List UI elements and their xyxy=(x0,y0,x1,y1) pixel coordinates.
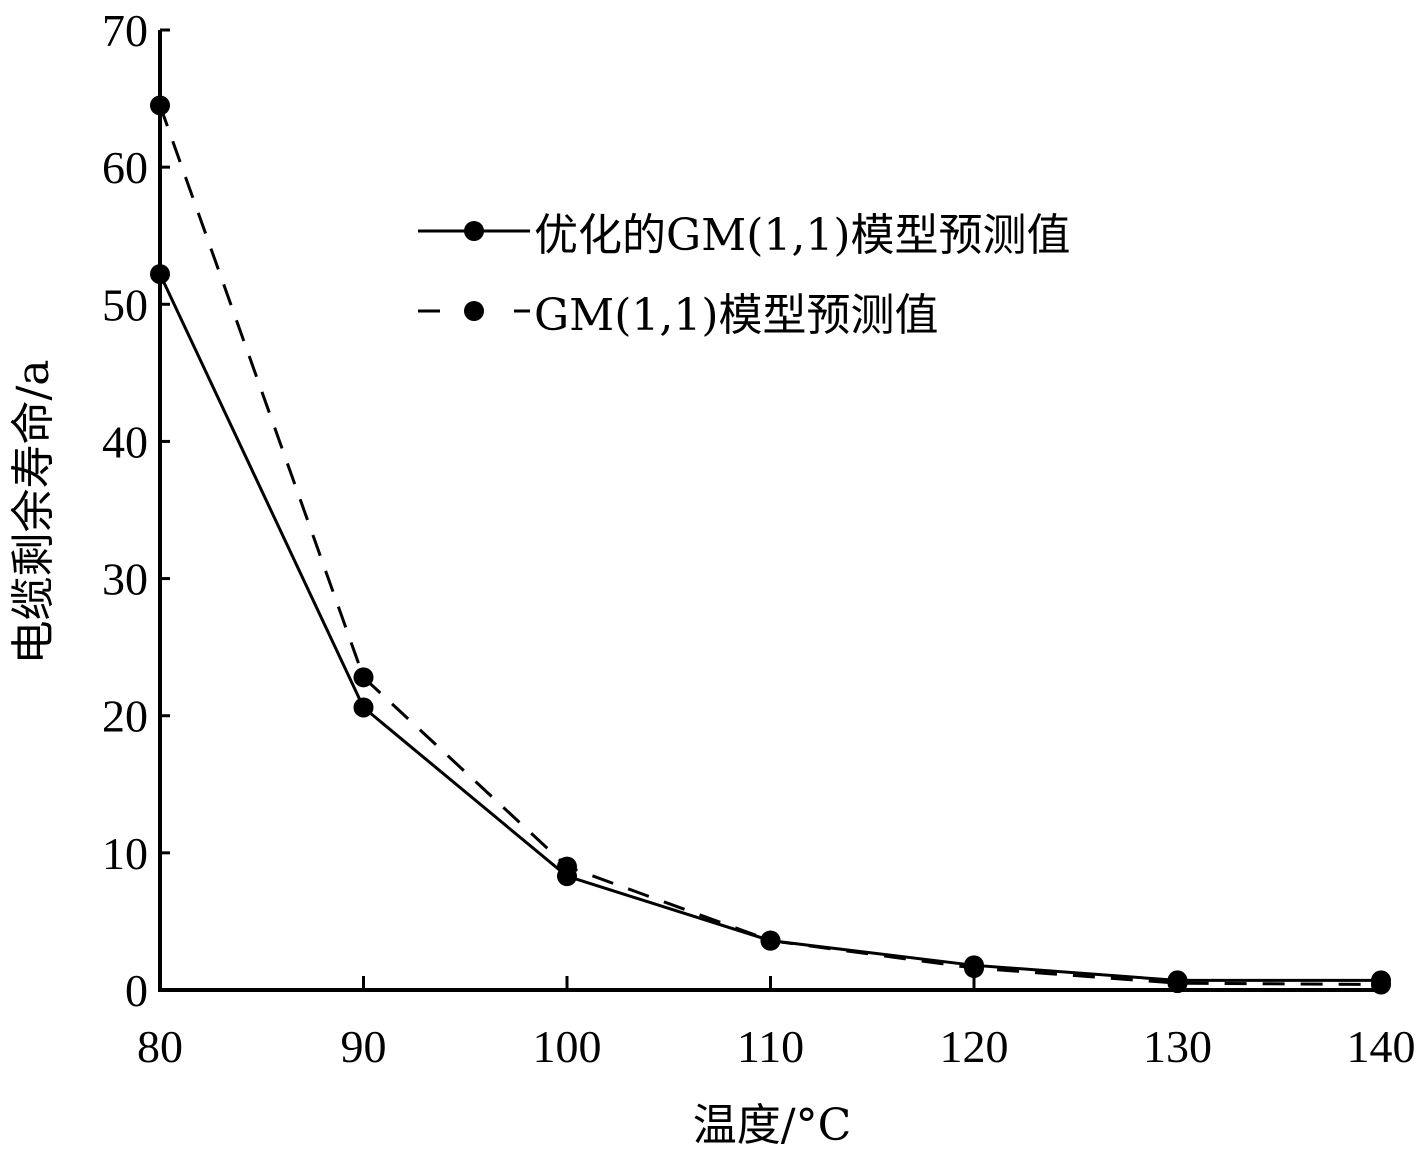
data-point-marker-icon xyxy=(760,930,781,951)
x-tick-label: 120 xyxy=(940,1021,1009,1072)
x-tick-label: 90 xyxy=(341,1021,387,1072)
x-tick-label: 100 xyxy=(533,1021,602,1072)
data-point-marker-icon xyxy=(353,697,374,718)
legend-marker-icon xyxy=(464,301,484,321)
data-point-marker-icon xyxy=(353,667,374,688)
legend-marker-icon xyxy=(464,221,484,241)
y-tick-label: 20 xyxy=(102,691,148,742)
y-tick-label: 70 xyxy=(102,5,148,56)
y-tick-label: 50 xyxy=(102,279,148,330)
x-axis-title: 温度/°C xyxy=(693,1100,852,1151)
y-tick-label: 40 xyxy=(102,416,148,467)
legend: 优化的GM(1,1)模型预测值 GM(1,1)模型预测值 xyxy=(418,210,1071,341)
y-tick-label: 30 xyxy=(102,554,148,605)
data-point-marker-icon xyxy=(150,264,170,285)
series-line-optimized xyxy=(158,273,1381,982)
data-point-marker-icon xyxy=(964,958,984,979)
data-point-marker-icon xyxy=(557,856,577,877)
axes: 0 10 20 30 40 50 60 70 80 90 100 110 120 130 140 xyxy=(102,5,1416,1072)
series-layer xyxy=(150,95,1391,995)
x-tick-label: 140 xyxy=(1347,1021,1416,1072)
y-tick-label: 60 xyxy=(102,142,148,193)
data-point-marker-icon xyxy=(1371,974,1391,995)
legend-item-gm11: GM(1,1)模型预测值 xyxy=(418,290,939,341)
data-point-marker-icon xyxy=(1167,973,1188,994)
x-tick-label: 110 xyxy=(737,1021,804,1072)
legend-label-optimized: 优化的GM(1,1)模型预测值 xyxy=(534,210,1071,261)
legend-item-optimized: 优化的GM(1,1)模型预测值 xyxy=(418,210,1071,261)
x-tick-label: 80 xyxy=(137,1021,183,1072)
legend-label-gm11: GM(1,1)模型预测值 xyxy=(534,290,939,341)
y-tick-label: 0 xyxy=(125,965,148,1016)
y-tick-label: 10 xyxy=(102,828,148,879)
x-tick-label: 130 xyxy=(1143,1021,1212,1072)
data-point-marker-icon xyxy=(150,95,170,116)
y-axis-title: 电缆剩余寿命/a xyxy=(8,359,59,664)
